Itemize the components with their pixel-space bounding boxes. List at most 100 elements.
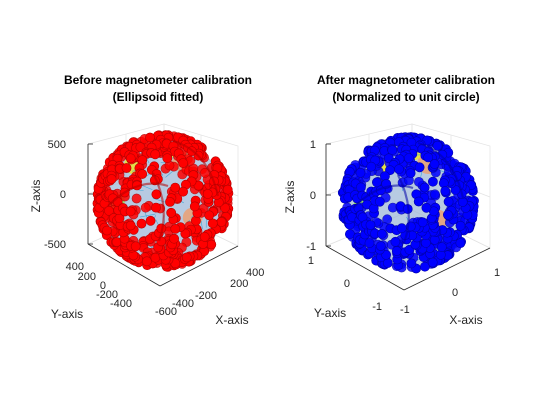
scatter-point bbox=[406, 258, 417, 269]
scatter-point bbox=[131, 193, 142, 204]
right-y-ticks: 1 0 -1 bbox=[308, 255, 382, 313]
scatter-point bbox=[150, 149, 161, 160]
scatter-point bbox=[125, 206, 136, 217]
scatter-point bbox=[222, 184, 233, 195]
scatter-point bbox=[396, 223, 407, 234]
right-z-tick-label: 0 bbox=[310, 190, 316, 202]
left-x-tick-label: 200 bbox=[230, 278, 248, 290]
scatter-point bbox=[220, 202, 230, 213]
scatter-point bbox=[202, 188, 213, 199]
scatter-point bbox=[436, 242, 447, 252]
scatter-point bbox=[381, 249, 391, 260]
scatter-point bbox=[417, 217, 428, 228]
left-y-tick-label: 400 bbox=[66, 261, 84, 273]
scatter-point bbox=[442, 209, 453, 220]
scatter-point bbox=[391, 246, 402, 256]
scatter-point bbox=[125, 153, 136, 164]
scatter-point bbox=[427, 257, 438, 268]
right-z-tick-label: -1 bbox=[306, 241, 316, 253]
left-x-tick-label: 400 bbox=[246, 267, 264, 279]
left-y-tick-label: 200 bbox=[78, 271, 96, 283]
right-x-axis-label: X-axis bbox=[449, 313, 482, 327]
left-chart-title: Before magnetometer calibration bbox=[64, 73, 252, 87]
scatter-point bbox=[166, 207, 177, 218]
scatter-point bbox=[106, 174, 117, 184]
fit-mesh-line bbox=[420, 171, 423, 178]
scatter-point bbox=[440, 186, 451, 196]
left-scatter-points bbox=[92, 130, 234, 272]
scatter-point bbox=[170, 182, 181, 193]
scatter-point bbox=[443, 196, 454, 207]
scatter-point bbox=[206, 239, 217, 250]
scatter-point bbox=[432, 140, 443, 151]
scatter-point bbox=[405, 168, 416, 179]
point-seam bbox=[152, 172, 165, 242]
scatter-point bbox=[102, 225, 112, 236]
scatter-point bbox=[427, 176, 438, 187]
scatter-point bbox=[376, 228, 387, 239]
left-y-tick-label: -200 bbox=[96, 289, 118, 301]
point-seam bbox=[172, 139, 220, 197]
left-x-tick-label: -400 bbox=[172, 298, 194, 310]
scatter-point bbox=[403, 153, 414, 163]
scatter-point bbox=[366, 161, 377, 172]
right-x-tick-label: 1 bbox=[494, 267, 500, 279]
scatter-point bbox=[207, 218, 218, 229]
scatter-point bbox=[150, 252, 161, 263]
right-x-tick-label: -1 bbox=[400, 304, 410, 316]
scatter-point bbox=[375, 241, 386, 251]
right-axes[interactable]: After magnetometer calibration (Normaliz… bbox=[283, 73, 500, 327]
right-z-tick-label: 1 bbox=[310, 139, 316, 151]
scatter-point bbox=[140, 202, 151, 213]
scatter-point bbox=[165, 196, 175, 207]
right-y-tick-label: 1 bbox=[308, 255, 314, 267]
right-y-axis-label: Y-axis bbox=[314, 306, 346, 320]
scatter-point bbox=[429, 189, 440, 200]
point-seam bbox=[397, 174, 410, 244]
scatter-point bbox=[364, 238, 375, 248]
right-chart-subtitle: (Normalized to unit circle) bbox=[332, 90, 479, 104]
scatter-point bbox=[390, 236, 401, 247]
right-chart-title: After magnetometer calibration bbox=[317, 73, 495, 87]
left-z-tick-label: 500 bbox=[48, 139, 66, 151]
left-x-tick-label: -600 bbox=[155, 306, 177, 318]
scatter-point bbox=[169, 233, 179, 244]
scatter-point bbox=[141, 256, 152, 267]
scatter-point bbox=[199, 231, 210, 242]
left-x-axis-label: X-axis bbox=[215, 313, 248, 327]
fit-mesh-line bbox=[139, 213, 156, 218]
scatter-point bbox=[151, 202, 161, 213]
left-z-ticks: 500 0 -500 bbox=[44, 139, 93, 251]
scatter-point bbox=[178, 158, 188, 168]
left-y-tick-label: -400 bbox=[110, 298, 132, 310]
scatter-point bbox=[419, 182, 430, 193]
scatter-point bbox=[178, 186, 188, 197]
fit-mesh-line bbox=[200, 220, 203, 230]
right-x-ticks: -1 0 1 bbox=[400, 267, 500, 316]
scatter-point bbox=[355, 182, 366, 193]
right-y-tick-label: 0 bbox=[344, 278, 350, 290]
scatter-point bbox=[394, 164, 404, 175]
scatter-point bbox=[189, 201, 200, 212]
left-z-axis-label: Z-axis bbox=[29, 180, 43, 213]
scatter-point bbox=[423, 152, 434, 163]
scatter-point bbox=[125, 220, 136, 231]
left-y-ticks: 400 200 0 -200 -400 bbox=[66, 261, 132, 310]
point-seam bbox=[107, 182, 169, 207]
scatter-point bbox=[121, 163, 132, 173]
left-y-axis-label: Y-axis bbox=[51, 307, 83, 321]
left-x-tick-label: -200 bbox=[195, 290, 217, 302]
left-axes[interactable]: Before magnetometer calibration (Ellipso… bbox=[29, 73, 264, 327]
scatter-point bbox=[455, 238, 466, 248]
scatter-point bbox=[421, 202, 432, 213]
scatter-point bbox=[145, 132, 155, 143]
scatter-point bbox=[130, 241, 141, 252]
point-seam bbox=[417, 141, 465, 199]
left-y-tick-label: 0 bbox=[100, 280, 106, 292]
scatter-point bbox=[413, 196, 424, 207]
right-z-axis-label: Z-axis bbox=[283, 181, 297, 214]
scatter-point bbox=[170, 223, 181, 234]
scatter-point bbox=[204, 210, 215, 221]
right-x-tick-label: 0 bbox=[452, 287, 458, 299]
left-z-tick-label: -500 bbox=[44, 239, 66, 251]
